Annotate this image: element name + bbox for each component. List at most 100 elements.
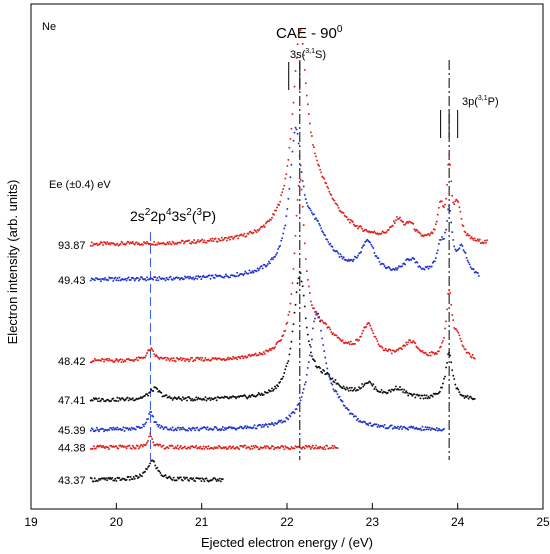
data-point: [150, 435, 153, 438]
data-point: [257, 229, 260, 232]
data-point: [457, 248, 460, 251]
data-point: [140, 475, 143, 478]
data-point: [190, 242, 193, 245]
data-point: [340, 255, 343, 258]
data-point: [407, 341, 410, 344]
data-point: [278, 203, 281, 206]
data-point: [238, 426, 241, 429]
data-point: [324, 321, 327, 324]
data-point: [327, 373, 330, 376]
data-point: [398, 217, 400, 220]
data-point: [194, 399, 197, 402]
data-point: [371, 329, 374, 332]
data-point: [387, 426, 390, 429]
data-point: [418, 394, 421, 397]
data-point: [320, 171, 323, 174]
data-point: [277, 248, 280, 250]
data-point: [96, 428, 99, 431]
data-point: [341, 387, 344, 390]
data-point: [157, 425, 160, 428]
data-point: [126, 396, 129, 399]
data-point: [450, 180, 453, 183]
data-point: [374, 386, 377, 389]
data-point: [437, 242, 440, 245]
data-point: [309, 351, 312, 354]
data-point: [196, 240, 199, 243]
chart-title-text: CAE - 90: [276, 25, 337, 42]
data-point: [381, 346, 384, 349]
data-point: [338, 255, 341, 258]
data-point: [169, 427, 172, 430]
data-point: [402, 221, 404, 223]
data-point: [285, 215, 288, 218]
data-point: [248, 353, 251, 356]
data-point: [283, 448, 286, 451]
data-point: [324, 356, 327, 359]
data-point: [470, 236, 473, 239]
data-point: [332, 332, 335, 335]
data-point: [294, 234, 297, 237]
data-point: [257, 269, 260, 272]
data-point: [381, 424, 384, 427]
data-point: [301, 285, 304, 288]
data-point: [370, 327, 373, 330]
data-point: [348, 386, 351, 389]
data-point: [164, 356, 167, 359]
data-point: [117, 447, 120, 450]
data-point: [317, 163, 320, 166]
data-point: [282, 188, 285, 191]
data-point: [326, 367, 329, 370]
data-point: [180, 399, 183, 402]
data-point: [246, 356, 249, 359]
data-point: [165, 426, 168, 429]
data-point: [186, 447, 188, 450]
data-point: [466, 394, 469, 397]
data-point: [196, 426, 199, 429]
data-point: [194, 446, 197, 449]
data-point: [447, 353, 450, 356]
data-point: [252, 231, 255, 234]
data-point: [156, 423, 159, 426]
data-point: [413, 228, 416, 231]
data-point: [275, 209, 278, 212]
data-point: [189, 358, 192, 361]
data-point: [273, 347, 275, 350]
data-point: [200, 480, 203, 483]
series-label: 47.41: [58, 395, 86, 407]
data-point: [179, 444, 182, 447]
data-point: [283, 372, 286, 374]
data-point: [321, 230, 324, 233]
data-point: [369, 422, 372, 425]
data-point: [137, 242, 140, 245]
data-point: [282, 375, 285, 378]
element-label: Ne: [42, 21, 56, 33]
data-point: [155, 279, 158, 282]
data-point: [369, 241, 372, 244]
data-point: [302, 54, 305, 57]
y-axis-title: Electron intensity (arb. units): [5, 180, 20, 345]
data-point: [198, 447, 201, 450]
data-point: [394, 219, 397, 222]
data-point: [287, 418, 290, 421]
data-point: [165, 242, 168, 245]
data-point: [375, 388, 378, 391]
data-point: [228, 397, 230, 400]
data-point: [302, 294, 305, 297]
data-point: [183, 477, 186, 480]
data-point: [303, 194, 306, 196]
data-point: [485, 241, 487, 244]
data-point: [307, 340, 310, 343]
data-point: [456, 199, 459, 202]
data-point: [356, 338, 358, 341]
data-point: [186, 476, 188, 479]
series-45.39: [89, 310, 445, 433]
data-point: [195, 396, 198, 399]
data-point: [298, 28, 301, 30]
data-point: [465, 234, 468, 237]
data-point: [333, 445, 336, 448]
data-point: [148, 413, 151, 415]
data-point: [134, 358, 137, 361]
data-point: [300, 447, 303, 450]
series-label: 45.39: [58, 425, 86, 437]
data-point: [252, 426, 255, 429]
